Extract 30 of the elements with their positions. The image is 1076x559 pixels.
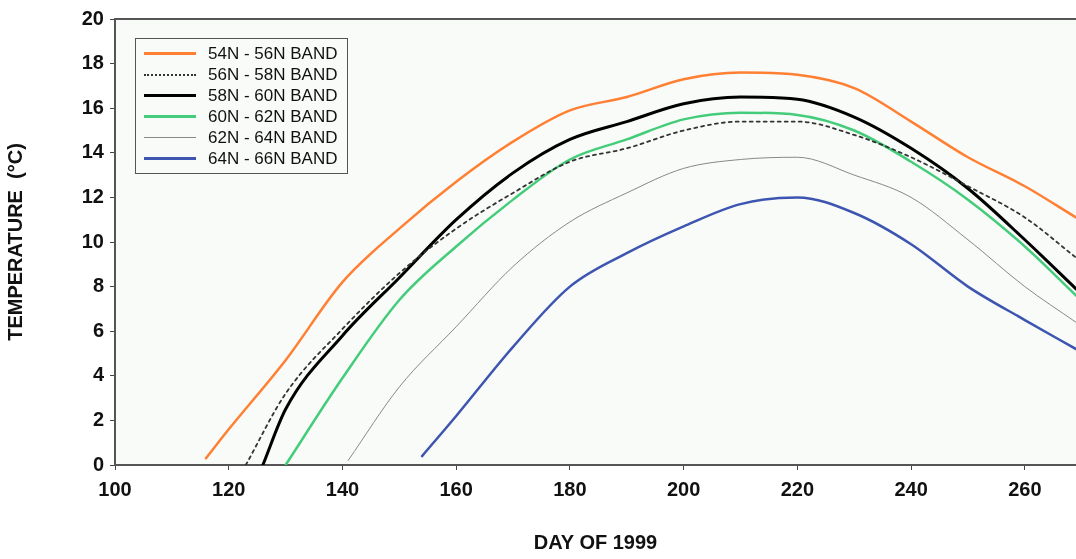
x-tick-label: 120: [212, 477, 246, 500]
y-tick-label: 20: [81, 6, 104, 29]
legend-label: 54N - 56N BAND: [208, 43, 338, 64]
x-tick-label: 200: [666, 477, 701, 500]
y-tick-label: 4: [92, 363, 105, 386]
legend-label: 62N - 64N BAND: [208, 127, 338, 148]
legend-label: 58N - 60N BAND: [208, 85, 338, 106]
y-tick-label: 2: [92, 407, 104, 430]
y-tick-label: 18: [81, 51, 104, 74]
x-tick-label: 220: [780, 477, 815, 500]
y-tick-label: 10: [81, 229, 104, 252]
y-tick-label: 12: [81, 184, 104, 207]
x-tick-label: 260: [1008, 477, 1042, 500]
legend-label: 64N - 66N BAND: [208, 148, 338, 169]
x-tick-label: 100: [98, 477, 132, 500]
y-tick-label: 16: [81, 95, 104, 118]
x-tick-label: 240: [894, 477, 928, 500]
line-series: [420, 196, 1076, 458]
y-tick-label: 0: [92, 452, 104, 475]
x-tick-label: 160: [439, 477, 473, 500]
legend-label: 56N - 58N BAND: [208, 64, 338, 85]
x-axis-title: DAY OF 1999: [533, 530, 658, 553]
y-tick-label: 14: [81, 140, 105, 163]
line-series: [347, 156, 1076, 462]
x-tick-label: 140: [325, 477, 360, 500]
y-tick-label: 6: [92, 318, 104, 341]
legend-label: 60N - 62N BAND: [208, 106, 338, 127]
y-tick-label: 8: [92, 274, 104, 297]
x-tick-label: 180: [553, 477, 587, 500]
y-axis-title: TEMPERATURE (°C): [3, 143, 26, 341]
